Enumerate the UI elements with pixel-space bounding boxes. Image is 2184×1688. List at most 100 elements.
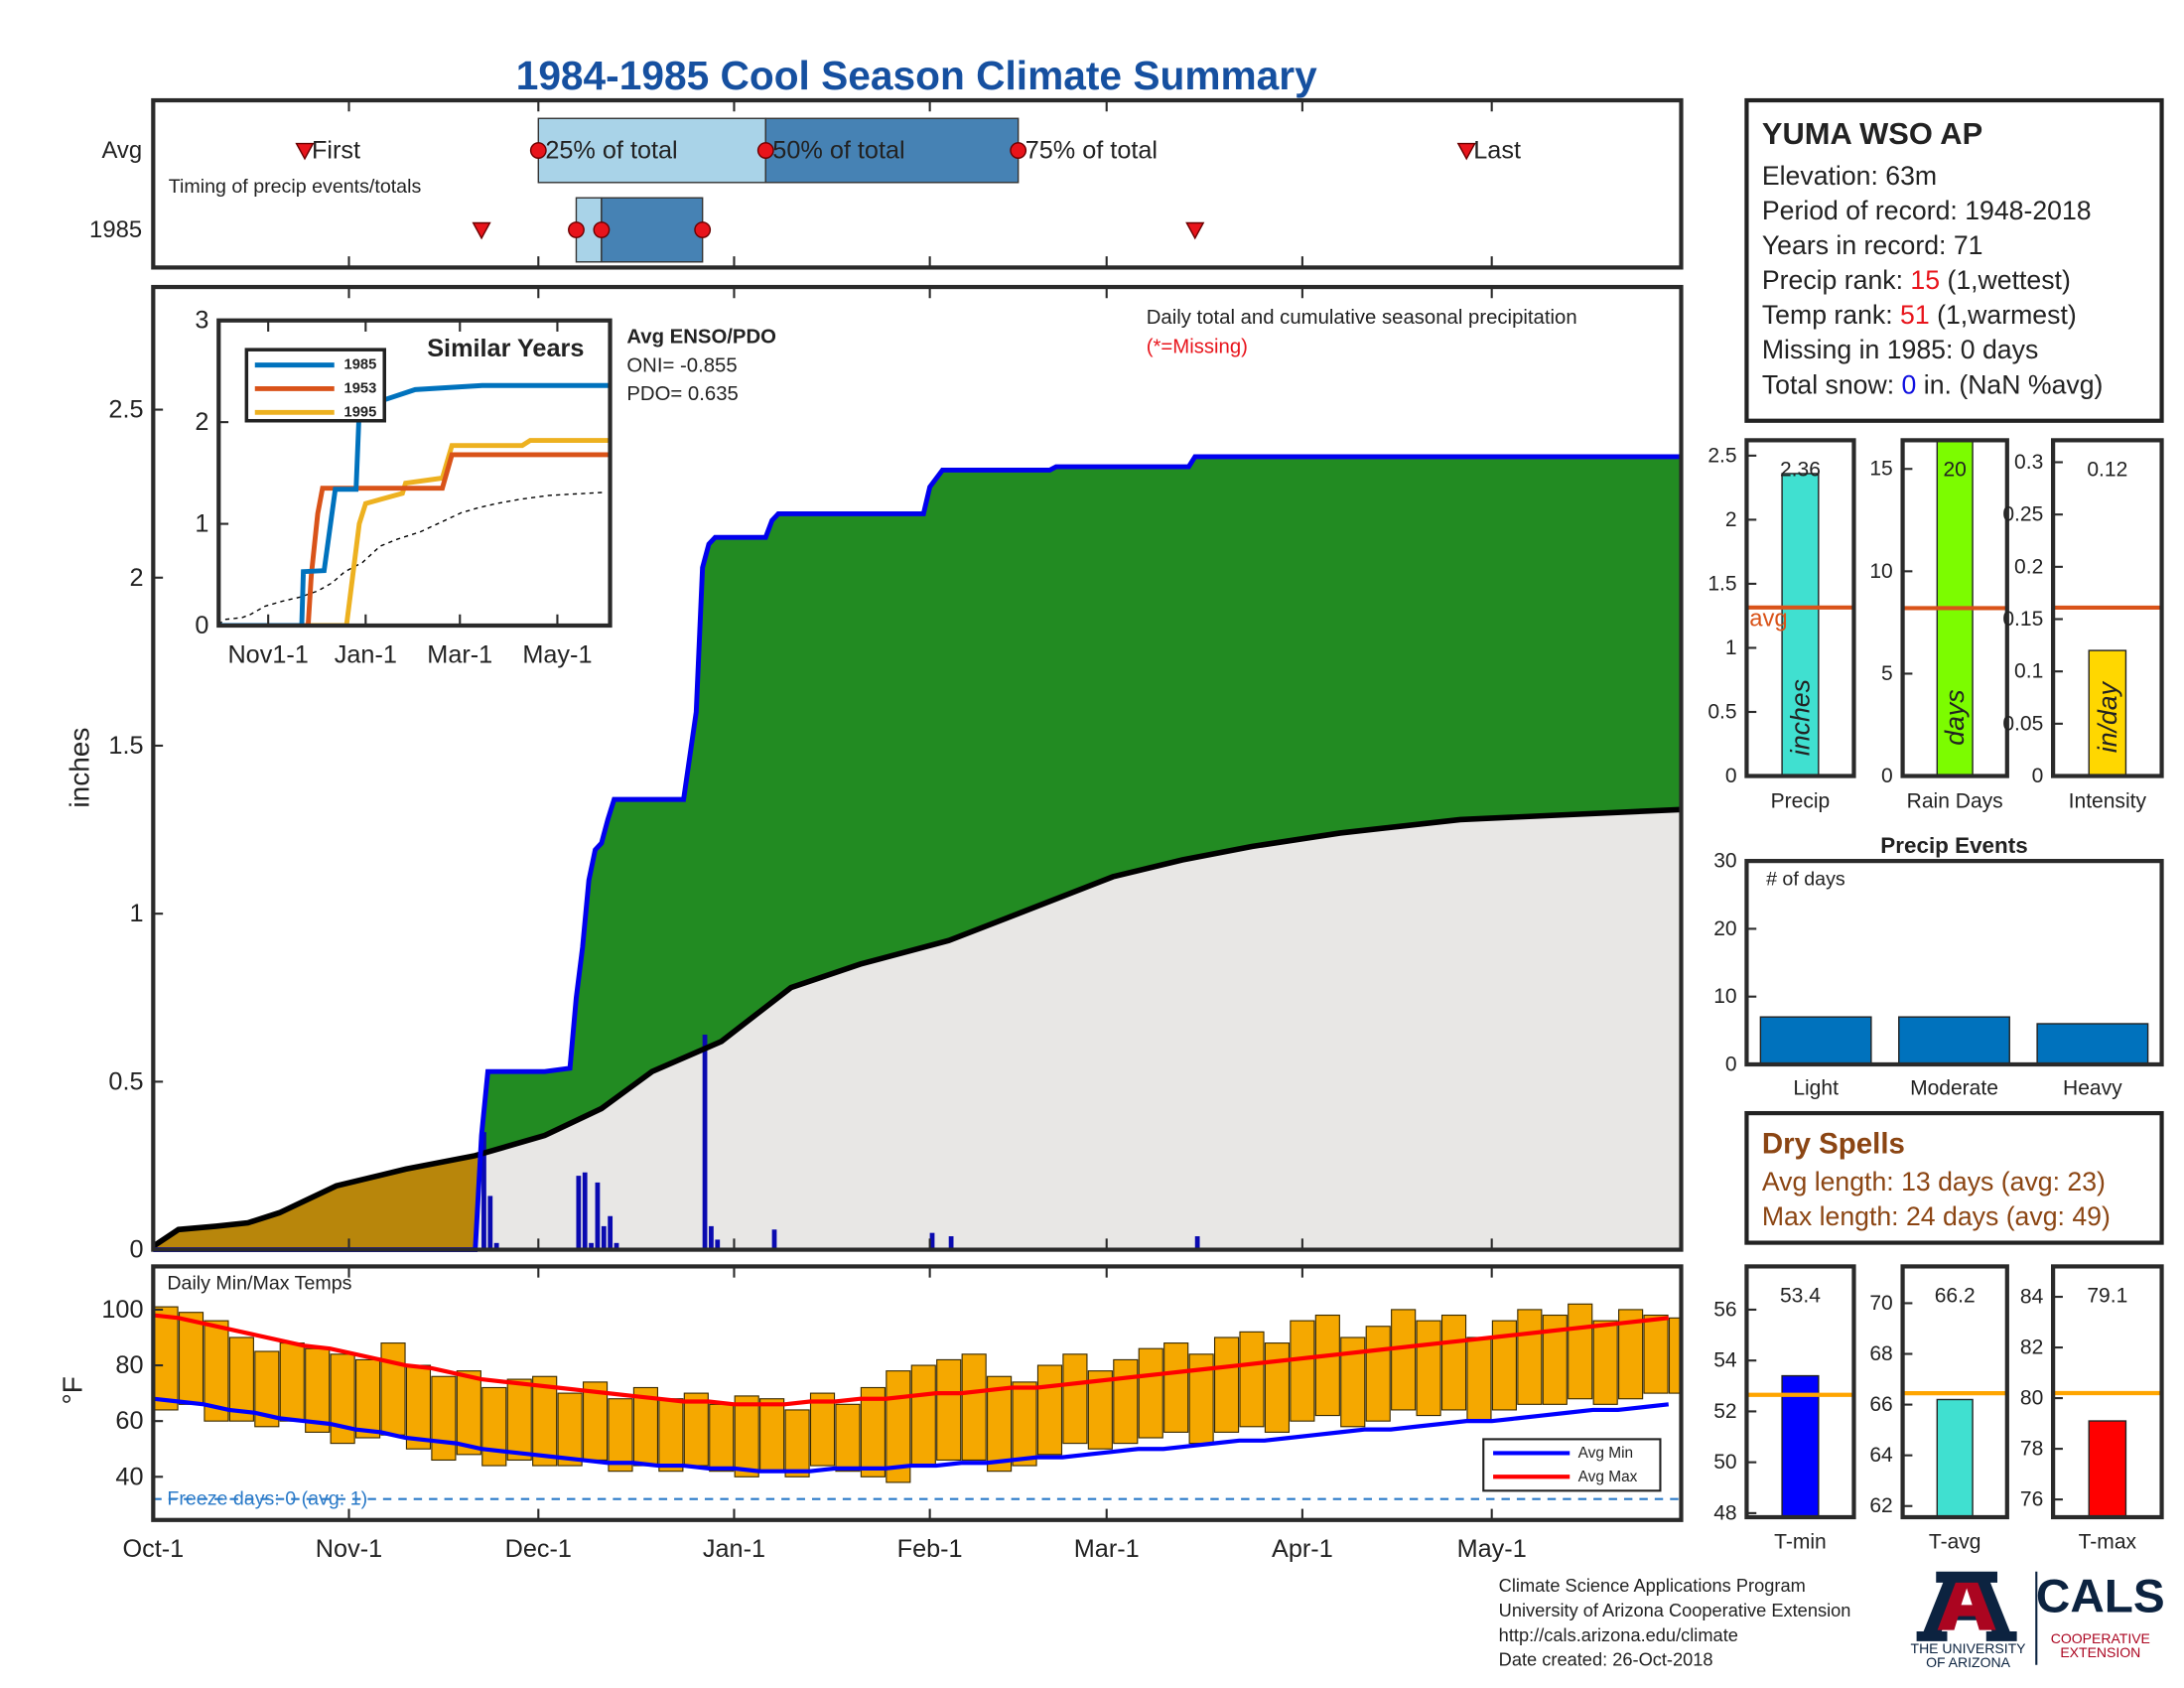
station-line: Temp rank: 51 (1,warmest) (1762, 300, 2077, 330)
y-tick-label: 0.05 (2002, 712, 2043, 735)
x-tick-label: Jan-1 (335, 640, 397, 668)
temp-range-bar (886, 1370, 911, 1483)
y-tick-label: 78 (2020, 1438, 2043, 1461)
x-tick-label: Feb-1 (897, 1535, 963, 1563)
y-tick-label: 2.5 (1707, 444, 1736, 467)
station-value: Years in record: 71 (1762, 230, 1983, 260)
marker-label: 75% of total (1025, 137, 1158, 165)
enso-text: Avg ENSO/PDO (626, 327, 776, 349)
x-tick-label: Apr-1 (1272, 1535, 1333, 1563)
temp-range-bar (910, 1364, 936, 1467)
temp-range-bar (557, 1392, 583, 1467)
temp-range-bar (1365, 1326, 1391, 1422)
x-axis-label: T-avg (1929, 1531, 1981, 1554)
station-value: Period of record: 1948-2018 (1762, 196, 2092, 225)
logo-cals: CALS (2036, 1570, 2165, 1622)
temp-range-bar (481, 1386, 507, 1467)
bar (2088, 1420, 2127, 1517)
event-marker (295, 142, 315, 161)
series-line (218, 452, 611, 626)
station-value: Precip rank: (1762, 265, 1903, 295)
quartile-box (764, 117, 1020, 184)
y-tick-label: 56 (1713, 1298, 1736, 1321)
y-tick-label: 0.5 (1707, 700, 1736, 723)
value-label: 53.4 (1780, 1284, 1821, 1307)
marker-label: 25% of total (545, 137, 677, 165)
footer-line: Date created: 26-Oct-2018 (1499, 1649, 1713, 1670)
y-tick-label: 0 (1725, 1053, 1737, 1075)
daily-bar (614, 1242, 619, 1250)
station-value: Total snow: (1762, 369, 1894, 399)
y-tick-label: 100 (101, 1296, 143, 1324)
temp-range-bar (734, 1395, 759, 1477)
y-tick-label: 0 (1725, 765, 1737, 787)
temp-range-bar (1592, 1320, 1618, 1405)
axes-box (1744, 859, 2164, 1067)
y-tick-label: 1 (1725, 636, 1737, 659)
y-tick-label: 40 (115, 1463, 143, 1490)
station-value: Elevation: 63m (1762, 161, 1937, 191)
value-label: 0.12 (2087, 458, 2127, 481)
y-tick-label: 2.5 (108, 396, 143, 424)
y-tick-label: 10 (1869, 560, 1892, 583)
y-tick-label: 10 (1713, 985, 1736, 1008)
daily-bar (715, 1239, 721, 1250)
observed-line (153, 454, 1682, 1253)
axes-box (1900, 1264, 2009, 1520)
logo-university: THE UNIVERSITY (1911, 1640, 2027, 1656)
x-axis-label: Rain Days (1907, 789, 2003, 812)
legend-label: 1985 (344, 357, 377, 373)
y-tick-label: 1.5 (108, 732, 143, 760)
axes-box (151, 1264, 1684, 1522)
station-line: Missing in 1985: 0 days (1762, 335, 2038, 364)
temp-range-bar (987, 1375, 1013, 1473)
unit-label: in/day (2093, 680, 2122, 753)
x-axis-label: T-min (1774, 1531, 1827, 1554)
logo-university: OF ARIZONA (1926, 1654, 2011, 1670)
x-tick-label: May-1 (1457, 1535, 1527, 1563)
footer-line: University of Arizona Cooperative Extens… (1499, 1600, 1851, 1620)
legend-box (1482, 1438, 1662, 1492)
temp-range-bar (456, 1370, 481, 1456)
y-tick-label: 64 (1869, 1444, 1893, 1467)
temp-range-bar (1440, 1314, 1467, 1411)
daily-bar (771, 1229, 777, 1250)
temp-range-bar (1466, 1336, 1492, 1422)
x-axis-label: T-max (2079, 1531, 2137, 1554)
bar (2036, 1023, 2149, 1064)
panel-title: Daily total and cumulative seasonal prec… (1147, 307, 1577, 329)
daily-bar (487, 1196, 493, 1250)
temp-range-bar (1113, 1358, 1139, 1445)
logo-a-hole (1961, 1588, 1973, 1606)
marker-label: 50% of total (772, 137, 904, 165)
x-tick-label: Mar-1 (1074, 1535, 1140, 1563)
logo-extension: EXTENSION (2060, 1644, 2140, 1660)
station-line: Period of record: 1948-2018 (1762, 196, 2092, 225)
y-tick-label: 1 (195, 510, 208, 538)
enso-text: ONI= -0.855 (626, 354, 737, 376)
panel-title: Precip Events (1880, 833, 2027, 858)
event-marker (472, 221, 491, 240)
y-tick-label: 5 (1881, 662, 1893, 685)
station-value: (1,warmest) (1937, 300, 2077, 330)
dry-spell-line: Max length: 24 days (avg: 49) (1762, 1201, 2111, 1231)
temp-range-bar (1314, 1314, 1340, 1417)
freeze-label: Freeze days: 0 (avg: 1) (167, 1488, 367, 1510)
temp-range-bar (1239, 1331, 1265, 1428)
daily-bar (601, 1225, 607, 1250)
x-tick-label: Jan-1 (703, 1535, 765, 1563)
temp-range-bar (153, 1306, 179, 1411)
station-value: (1,wettest) (1947, 265, 2070, 295)
ua-logo (1916, 1571, 2038, 1665)
inset-title: Similar Years (427, 335, 584, 362)
y-tick-label: 3 (195, 307, 208, 335)
y-tick-label: 2 (1725, 508, 1737, 531)
y-tick-label: 0.2 (2014, 555, 2043, 578)
station-value: Missing in 1985: 0 days (1762, 335, 2038, 364)
temp-range-bar (608, 1398, 633, 1473)
total-marker (694, 221, 712, 238)
y-tick-label: 2 (195, 408, 208, 436)
temp-range-bar (1087, 1370, 1113, 1450)
x-tick-label: Oct-1 (122, 1535, 184, 1563)
